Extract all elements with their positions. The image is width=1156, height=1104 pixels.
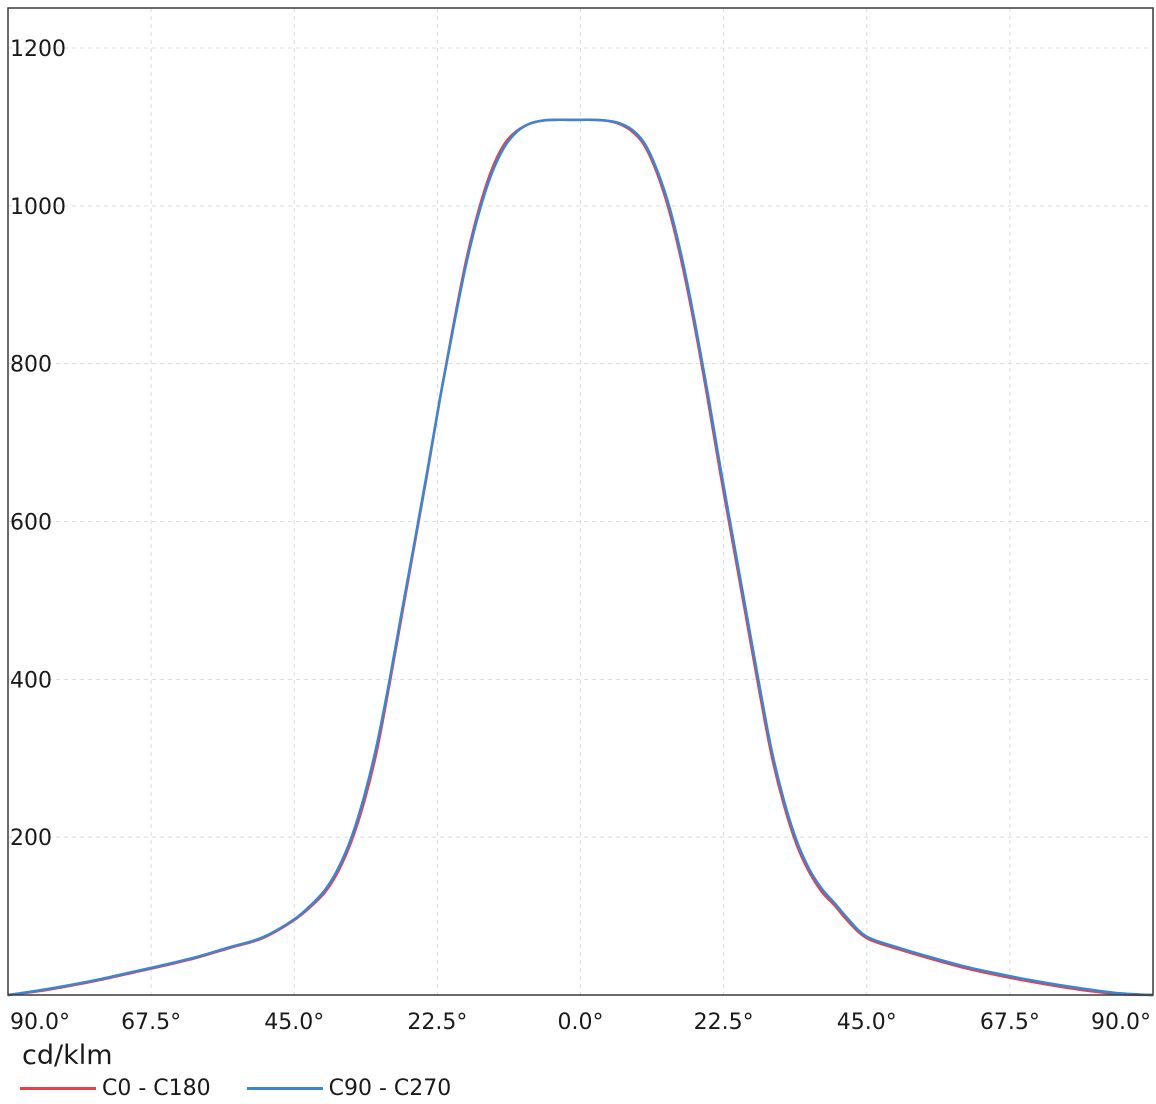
x-tick-label: 90.0° bbox=[10, 1010, 70, 1035]
grid-lines bbox=[8, 8, 1153, 995]
x-tick-label: 67.5° bbox=[980, 1010, 1040, 1035]
legend: C0 - C180 C90 - C270 bbox=[20, 1074, 487, 1102]
legend-swatch-c90-c270 bbox=[246, 1086, 323, 1090]
x-tick-label: 45.0° bbox=[264, 1010, 324, 1035]
unit-label: cd/klm bbox=[22, 1040, 113, 1071]
y-tick-label: 1200 bbox=[10, 37, 66, 62]
x-tick-label: 45.0° bbox=[837, 1010, 897, 1035]
x-tick-label: 0.0° bbox=[558, 1010, 604, 1035]
legend-item-c90-c270: C90 - C270 bbox=[246, 1075, 452, 1101]
series-line-1 bbox=[7, 118, 1154, 997]
y-tick-label: 600 bbox=[10, 511, 52, 536]
x-tick-label: 90.0° bbox=[1091, 1010, 1151, 1035]
plot-frame bbox=[7, 7, 1154, 996]
y-tick-label: 400 bbox=[10, 668, 52, 693]
legend-label-c90-c270: C90 - C270 bbox=[328, 1075, 452, 1101]
legend-swatch-c0-c180 bbox=[20, 1086, 96, 1090]
y-tick-label: 200 bbox=[10, 826, 52, 851]
y-tick-label: 1000 bbox=[10, 195, 66, 220]
x-tick-label: 22.5° bbox=[407, 1010, 467, 1035]
series-lines bbox=[7, 118, 1154, 997]
x-tick-label: 22.5° bbox=[694, 1010, 754, 1035]
legend-item-c0-c180: C0 - C180 bbox=[20, 1076, 211, 1101]
y-tick-label: 800 bbox=[10, 353, 52, 378]
x-tick-label: 67.5° bbox=[121, 1010, 181, 1035]
legend-label-c0-c180: C0 - C180 bbox=[102, 1075, 211, 1101]
axis-tick-labels: 200 400 600 800 1000 1200 90.0° 67.5° 45.0° 22.5°… bbox=[10, 37, 1151, 1035]
